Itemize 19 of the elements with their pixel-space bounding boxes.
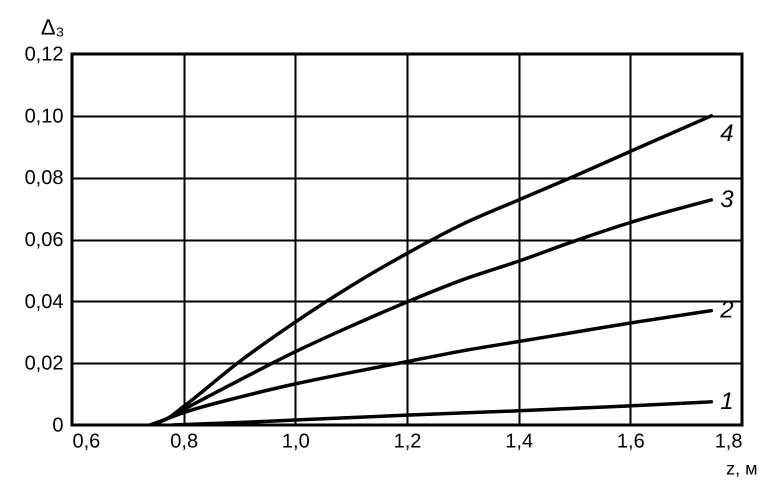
x-tick-label: 1,4 <box>505 430 534 452</box>
series-label: 1 <box>720 388 734 415</box>
series-label: 3 <box>720 186 734 213</box>
y-axis-title: Δ₃ <box>40 14 64 40</box>
x-tick-label: 1,2 <box>394 430 422 452</box>
x-axis-title: z, м <box>726 458 758 478</box>
y-tick-label: 0,12 <box>24 44 64 66</box>
y-tick-label: 0,10 <box>24 105 64 128</box>
x-tick-label: 1,8 <box>714 430 742 452</box>
y-tick-label: 0,08 <box>24 167 64 190</box>
y-tick-label: 0,06 <box>24 229 64 251</box>
y-tick-label: 0,04 <box>24 290 64 313</box>
x-tick-label: 0,6 <box>72 430 100 452</box>
x-tick-label: 0,8 <box>170 430 198 452</box>
y-tick-label: 0,02 <box>24 352 64 375</box>
x-tick-label: 1,6 <box>616 430 645 452</box>
x-tick-label: 1,0 <box>282 430 310 452</box>
y-tick-label: 0 <box>52 414 64 436</box>
series-label: 4 <box>720 120 734 147</box>
